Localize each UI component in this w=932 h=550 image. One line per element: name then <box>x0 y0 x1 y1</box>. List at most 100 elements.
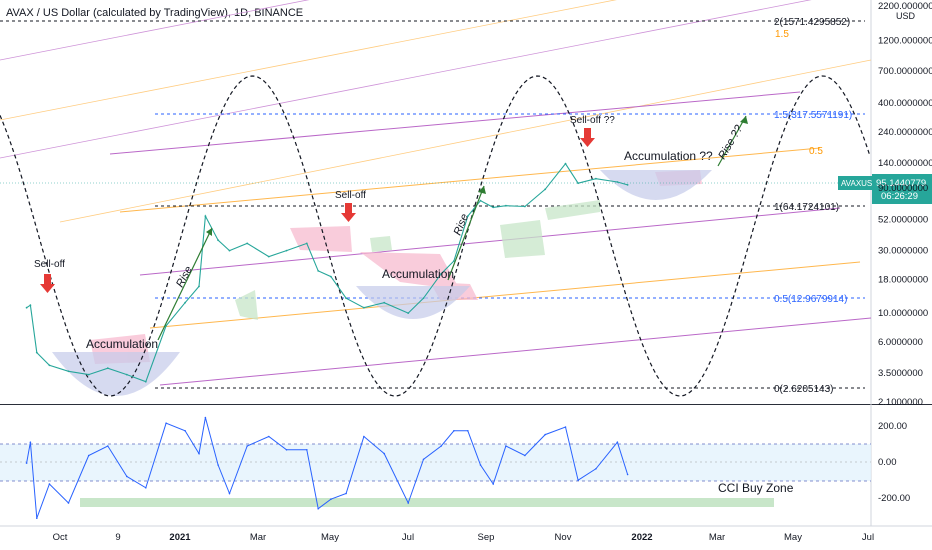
channel-line <box>0 0 617 121</box>
price-point <box>228 249 231 252</box>
cci-point <box>479 464 482 466</box>
price-point <box>48 364 51 367</box>
accumulation-zone <box>52 352 180 396</box>
chart-title: AVAX / US Dollar (calculated by TradingV… <box>6 7 304 19</box>
cci-tick-label: 200.00 <box>878 421 907 432</box>
cci-point <box>107 445 109 447</box>
cci-point <box>145 487 147 489</box>
price-point <box>492 206 495 209</box>
symbol-tag <box>838 176 872 190</box>
cci-point <box>246 445 248 447</box>
cci-point <box>36 517 38 519</box>
price-point <box>285 249 288 252</box>
cycle-wave <box>0 75 871 397</box>
channel-line <box>59 59 872 223</box>
cci-point <box>564 426 567 428</box>
cci-point <box>467 430 469 432</box>
price-point <box>246 242 249 245</box>
channel-line <box>139 207 841 276</box>
annotation-selloff: Sell-off <box>335 190 366 201</box>
current-price-value: 95.1440779 <box>876 178 926 189</box>
pane-divider[interactable] <box>0 404 932 405</box>
price-tick-label: 90.0000000 <box>878 183 928 194</box>
time-tick-label: 2021 <box>169 532 191 543</box>
cci-buy-zone-label: CCI Buy Zone <box>718 481 794 495</box>
annotation-accumulation: Accumulation <box>86 337 158 351</box>
cci-point <box>440 445 443 447</box>
selloff-arrow-head <box>580 138 595 147</box>
cloud-green <box>235 290 258 320</box>
cci-point <box>363 435 365 438</box>
time-tick-label: 2022 <box>631 532 652 543</box>
cci-point <box>87 454 90 457</box>
time-tick-label: Mar <box>709 532 725 543</box>
price-tick-label: 140.0000000 <box>878 158 932 169</box>
price-tick-label: 240.0000000 <box>878 127 932 138</box>
price-point <box>198 285 200 288</box>
channel-line <box>109 91 801 155</box>
cci-tick-label: 0.00 <box>878 457 897 468</box>
time-tick-label: May <box>321 532 339 543</box>
cloud-red <box>360 252 460 290</box>
cci-point <box>204 416 207 419</box>
selloff-arrow-head <box>40 284 55 293</box>
annotation-accumulation: Accumulation <box>382 267 454 281</box>
price-point <box>595 177 597 180</box>
price-point <box>544 188 547 191</box>
cci-point <box>165 422 167 425</box>
channel-label: 1.5 <box>775 29 789 40</box>
price-point <box>407 312 410 314</box>
price-point <box>204 215 207 218</box>
annotation-rise: Rise <box>174 264 195 289</box>
channel-line <box>0 0 310 61</box>
price-point <box>217 239 220 242</box>
current-price-tag <box>872 174 932 204</box>
price-tick-label: 700.0000000 <box>878 66 932 77</box>
price-point <box>440 272 443 275</box>
annotation-accumulation: Accumulation ?? <box>624 149 713 163</box>
cci-point <box>345 492 347 495</box>
annotation-rise: Rise <box>452 212 471 237</box>
time-tick-label: Jul <box>402 532 414 543</box>
cci-point <box>317 507 320 510</box>
price-point <box>345 297 347 300</box>
cloud-green <box>545 200 600 220</box>
price-point <box>453 260 455 262</box>
price-tick-label: 18.0000000 <box>878 275 928 286</box>
channel-label: 0.5 <box>809 146 823 157</box>
time-tick-label: Jul <box>862 532 874 543</box>
fib-levels <box>0 20 865 389</box>
selloff-arrow <box>584 128 591 138</box>
price-point <box>184 301 187 304</box>
price-point <box>383 301 386 304</box>
price-point <box>106 367 109 370</box>
fib-label: 0.5(12.9679914) <box>774 294 847 305</box>
countdown-timer: 06:26:29 <box>881 191 918 202</box>
price-tick-label: 2.1000000 <box>878 397 923 408</box>
cloud-green <box>500 220 545 258</box>
cci-point <box>198 452 200 455</box>
price-tick-label: 2200.0000000 <box>878 1 932 12</box>
accumulation-zone <box>600 170 712 200</box>
price-tick-label: 30.0000000 <box>878 246 928 257</box>
price-point <box>564 162 567 165</box>
cci-point <box>228 492 231 495</box>
symbol-tag-text: AVAXUSD <box>841 179 878 188</box>
price-point <box>330 275 332 278</box>
cci-point <box>25 462 28 464</box>
price-point <box>479 199 482 202</box>
fib-label: 1.5(317.5571191) <box>774 110 852 121</box>
cci-point <box>616 441 619 444</box>
selloff-arrow <box>44 274 51 284</box>
price-point <box>577 182 579 185</box>
channel-line <box>119 147 821 213</box>
fib-label: 0(2.6205143) <box>774 384 834 395</box>
price-point <box>267 255 270 258</box>
cci-point <box>577 479 579 482</box>
cci-point <box>492 483 495 485</box>
accumulation-zone <box>356 286 470 319</box>
cci-point <box>306 449 308 451</box>
price-point <box>466 215 469 218</box>
price-point <box>422 297 425 300</box>
